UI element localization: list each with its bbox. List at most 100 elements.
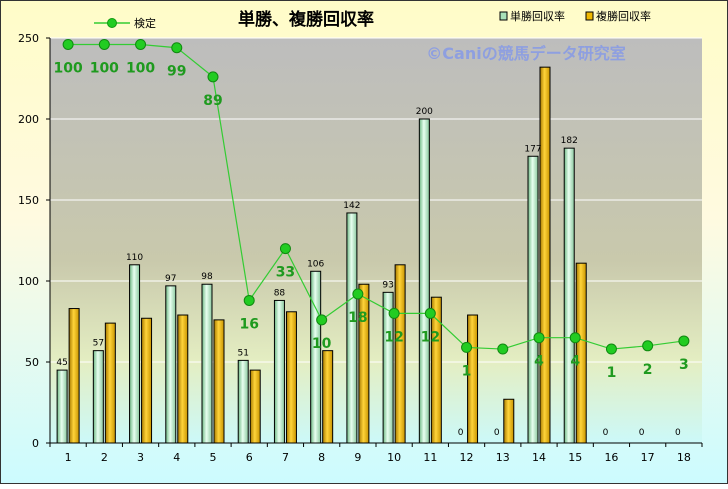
line-point-label: 12 (421, 329, 440, 345)
bar-place (104, 322, 116, 444)
bar-win-label: 110 (126, 253, 143, 263)
bar-place (141, 317, 153, 444)
line-path (68, 43, 684, 350)
bar-place (539, 66, 551, 444)
bar-place (430, 296, 442, 444)
line-point (497, 343, 509, 355)
x-tick-label: 7 (282, 451, 289, 464)
bar-win-label: 97 (165, 274, 176, 284)
gridlines (50, 37, 702, 444)
line-point-label: 100 (53, 60, 82, 76)
x-tick-label: 2 (101, 451, 108, 464)
x-tick-label: 4 (173, 451, 180, 464)
line-point-label: 4 (534, 354, 544, 370)
line-point-label: 100 (126, 60, 155, 76)
x-tick-label: 12 (460, 451, 474, 464)
y-axis: 0 50 100 150 200 250 (18, 32, 51, 450)
line-point-label: 33 (276, 265, 295, 281)
line-point-label: 4 (570, 354, 580, 370)
bar-place (503, 398, 515, 444)
y-tick-label: 200 (18, 113, 39, 126)
y-tick-label: 100 (18, 275, 39, 288)
bar-win-label: 106 (307, 259, 324, 269)
line-point (461, 341, 473, 353)
x-tick-label: 17 (641, 451, 655, 464)
bar-win (129, 264, 141, 444)
line-point-label: 89 (203, 93, 222, 109)
bar-win (237, 359, 249, 444)
legend-line-label: 検定 (134, 16, 156, 30)
x-tick-label: 16 (604, 451, 618, 464)
legend-label-place: 複勝回収率 (596, 9, 651, 23)
y-tick-label: 150 (18, 194, 39, 207)
bar-win-label: 51 (237, 348, 248, 358)
bar-win (563, 147, 575, 444)
x-tick-label: 1 (65, 451, 72, 464)
line-point (605, 343, 617, 355)
x-tick-label: 9 (354, 451, 361, 464)
line-point-label: 1 (607, 365, 617, 381)
bar-win-label: 0 (639, 428, 645, 438)
line-point-label: 18 (348, 310, 367, 326)
line-point (62, 38, 74, 50)
line-point-label: 100 (90, 60, 119, 76)
bar-place (394, 264, 406, 444)
bar-win-label: 0 (458, 428, 464, 438)
x-tick-label: 10 (387, 451, 401, 464)
bar-win-label: 0 (675, 428, 681, 438)
bar-win-label: 0 (494, 428, 500, 438)
x-tick-label: 3 (137, 451, 144, 464)
bar-win-label: 200 (416, 107, 433, 117)
bar-win (92, 350, 104, 444)
bar-place (249, 369, 261, 444)
legend-label-win: 単勝回収率 (510, 9, 565, 23)
bar-win-label: 57 (93, 339, 104, 349)
bar-series (56, 66, 587, 444)
legend-swatch-win (499, 11, 508, 21)
line-point-label: 2 (643, 362, 653, 378)
x-tick-label: 13 (496, 451, 510, 464)
y-tick-label: 50 (25, 356, 39, 369)
chart-title: 単勝、複勝回収率 (238, 9, 374, 30)
bar-win-label: 88 (274, 288, 286, 298)
bar-place (322, 350, 334, 444)
x-tick-label: 18 (677, 451, 691, 464)
bar-win (418, 118, 430, 444)
bar-win (165, 285, 177, 444)
line-point (424, 307, 436, 319)
legend: 検定 単勝回収率 複勝回収率 (94, 9, 651, 30)
legend-swatch-place (585, 11, 594, 21)
bar-place (68, 308, 80, 444)
line-point (135, 38, 147, 50)
line-point (533, 332, 545, 344)
line-point-label: 12 (384, 329, 403, 345)
bar-win (56, 369, 68, 444)
bar-win-label: 45 (56, 358, 67, 368)
line-point (279, 243, 291, 255)
line-point (642, 340, 654, 352)
x-axis: 1 2 3 4 5 6 7 8 9 10 11 12 13 14 15 16 17 18 (49, 442, 703, 464)
bar-win (273, 299, 285, 444)
x-tick-label: 6 (246, 451, 253, 464)
line-point-label: 16 (239, 316, 258, 332)
x-tick-label: 14 (532, 451, 546, 464)
line-point (316, 314, 328, 326)
x-tick-label: 11 (423, 451, 437, 464)
bar-win (201, 283, 213, 444)
bar-win (346, 212, 358, 444)
plot-area (50, 38, 702, 443)
line-point-label: 10 (312, 336, 332, 352)
bar-win-label: 177 (524, 144, 541, 154)
line-point (352, 288, 364, 300)
line-point-label: 99 (167, 64, 186, 80)
line-point (569, 332, 581, 344)
line-point (243, 294, 255, 306)
bar-place (213, 319, 225, 444)
bar-place (358, 283, 370, 444)
line-point (388, 307, 400, 319)
legend-line-dot (107, 18, 117, 28)
bar-win-label: 93 (382, 280, 393, 290)
